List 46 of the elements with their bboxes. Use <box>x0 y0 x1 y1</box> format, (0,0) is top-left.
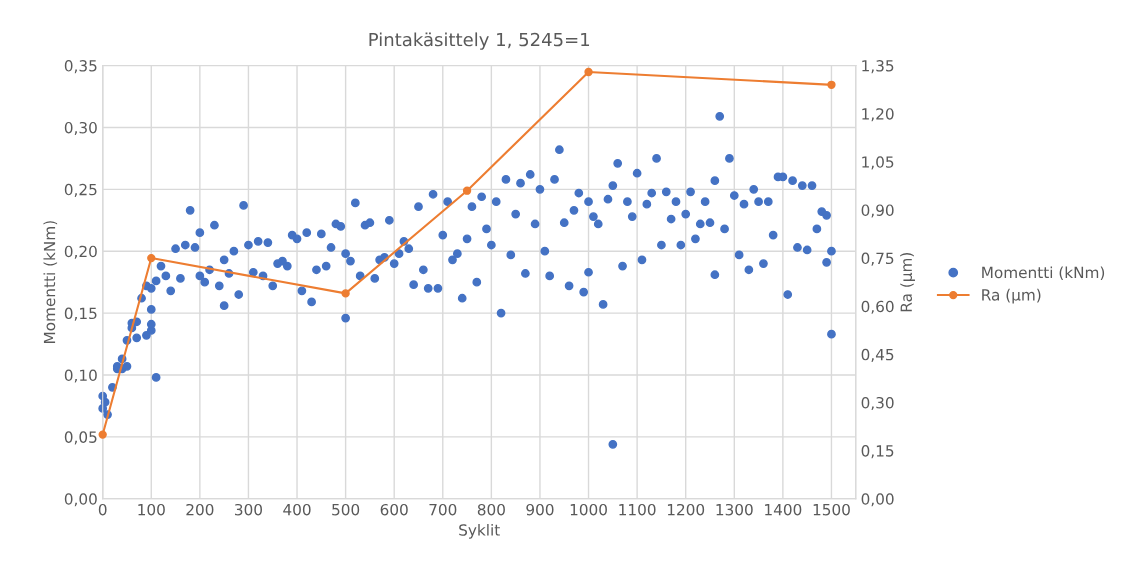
point <box>827 80 836 89</box>
y-tick-label: 0,20 <box>64 245 97 259</box>
x-tick-label: 1400 <box>765 503 802 516</box>
x-tick-label: 0 <box>98 503 107 516</box>
x-tick-label: 600 <box>380 503 408 516</box>
x-tick-label: 1000 <box>570 503 607 516</box>
y-tick-label: 0,15 <box>64 307 97 321</box>
y-tick-label: 0,10 <box>64 369 97 383</box>
x-tick-label: 700 <box>429 503 457 516</box>
y2-tick-label: 0,75 <box>861 252 894 266</box>
x-tick-label: 1100 <box>619 503 656 516</box>
point <box>462 186 472 195</box>
x-tick-label: 100 <box>138 503 165 516</box>
y2-tick-label: 0,90 <box>861 204 894 218</box>
y-tick-label: 0,00 <box>64 493 97 507</box>
y2-tick-label: 1,20 <box>862 108 894 122</box>
x-tick-label: 1500 <box>813 503 850 516</box>
point <box>98 430 107 439</box>
x-tick-label: 300 <box>235 503 263 516</box>
y2-tick-label: 1,35 <box>862 60 894 74</box>
point <box>584 67 593 77</box>
x-tick-label: 900 <box>526 503 554 516</box>
x-tick-label: 1300 <box>716 503 753 516</box>
x-tick-label: 800 <box>477 503 505 516</box>
point <box>341 289 350 298</box>
y2-tick-label: 0,30 <box>861 396 894 411</box>
y2-axis-title: Ra (µm) <box>900 252 915 312</box>
y-tick-label: 0,05 <box>64 431 97 445</box>
x-axis-title: Syklit <box>459 523 500 539</box>
x-tick-label: 200 <box>186 503 214 516</box>
legend-label: Momentti (kNm) <box>982 266 1105 281</box>
y2-tick-label: 1,05 <box>862 156 894 170</box>
y2-tick-label: 0,00 <box>861 493 894 507</box>
y2-tick-label: 0,45 <box>861 348 894 362</box>
chart-title: Pintakäsittely 1, 5245=1 <box>369 32 590 50</box>
y2-tick-label: 0,15 <box>861 445 894 459</box>
x-tick-label: 1200 <box>667 503 705 516</box>
y2-tick-label: 0,60 <box>861 300 894 314</box>
y-tick-label: 0,25 <box>64 183 97 197</box>
point <box>147 253 156 263</box>
y-tick-label: 0,35 <box>64 60 97 74</box>
y-axis-title: Momentti (kNm) <box>43 221 58 343</box>
legend-label: Ra (µm) <box>982 288 1041 304</box>
x-tick-label: 500 <box>332 503 360 516</box>
x-tick-label: 400 <box>283 503 311 516</box>
y-tick-label: 0,30 <box>64 121 97 136</box>
